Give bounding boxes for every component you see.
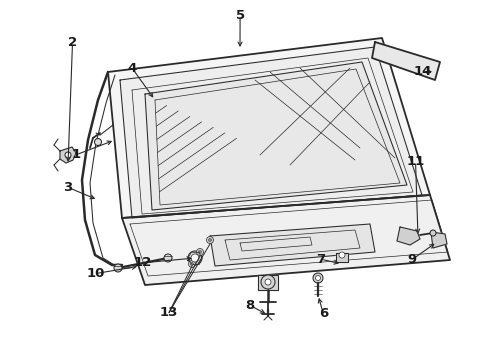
Circle shape: [261, 275, 275, 289]
Text: 8: 8: [245, 299, 254, 312]
Circle shape: [316, 275, 320, 280]
Circle shape: [206, 237, 214, 243]
Polygon shape: [108, 38, 430, 218]
Circle shape: [189, 261, 196, 267]
Circle shape: [209, 238, 212, 242]
Circle shape: [430, 230, 436, 236]
Circle shape: [95, 139, 101, 145]
Text: 14: 14: [413, 65, 432, 78]
Circle shape: [196, 248, 203, 256]
Circle shape: [65, 152, 71, 158]
Polygon shape: [122, 195, 450, 285]
Polygon shape: [372, 42, 440, 80]
Polygon shape: [60, 147, 76, 163]
Text: 7: 7: [317, 253, 325, 266]
Polygon shape: [210, 224, 375, 266]
Text: 3: 3: [63, 181, 72, 194]
Circle shape: [188, 251, 202, 265]
Circle shape: [198, 251, 201, 253]
Circle shape: [114, 264, 122, 272]
Circle shape: [191, 262, 194, 266]
Circle shape: [265, 279, 271, 285]
Circle shape: [339, 252, 345, 258]
Polygon shape: [145, 62, 407, 210]
Text: 1: 1: [72, 148, 80, 161]
Polygon shape: [258, 275, 278, 290]
Circle shape: [313, 273, 323, 283]
Text: 13: 13: [160, 306, 178, 319]
Polygon shape: [397, 227, 420, 245]
Text: 12: 12: [134, 256, 152, 269]
Text: 11: 11: [406, 155, 425, 168]
Text: 10: 10: [86, 267, 105, 280]
Text: 9: 9: [407, 253, 416, 266]
Text: 2: 2: [68, 36, 77, 49]
Polygon shape: [336, 253, 348, 262]
Text: 4: 4: [128, 62, 137, 75]
Circle shape: [191, 254, 199, 262]
Text: 6: 6: [319, 307, 328, 320]
Polygon shape: [431, 232, 447, 248]
Circle shape: [164, 254, 172, 262]
Text: 5: 5: [236, 9, 245, 22]
Polygon shape: [120, 47, 422, 218]
